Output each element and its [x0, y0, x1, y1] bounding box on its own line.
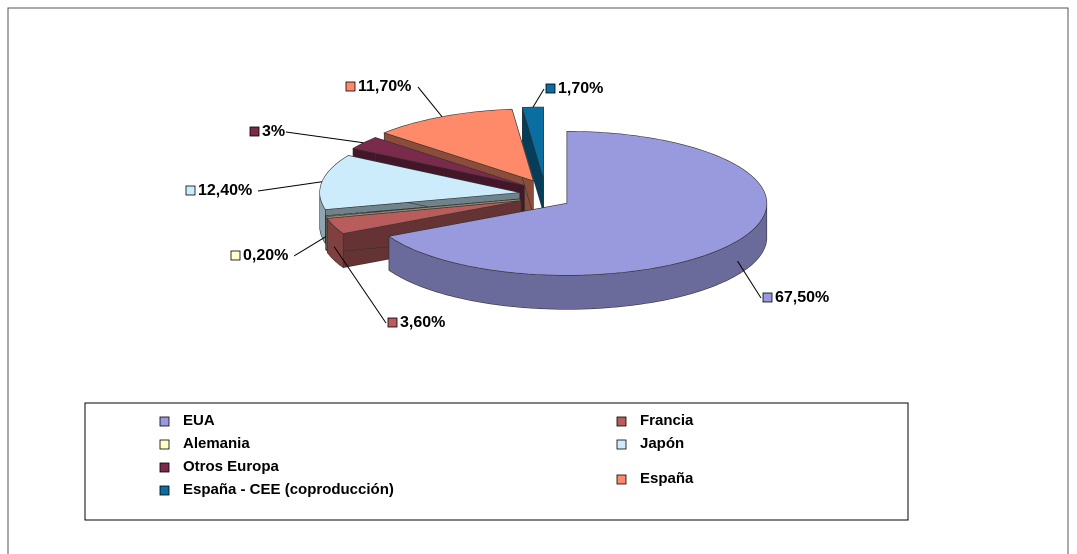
leader-line — [333, 246, 387, 324]
leader-line — [293, 236, 327, 257]
legend-label: España — [640, 470, 694, 487]
data-label: 12,40% — [198, 182, 252, 199]
data-label: 3% — [262, 123, 285, 140]
slice — [521, 106, 544, 214]
slice-top — [325, 198, 521, 217]
slice-top — [388, 131, 768, 276]
data-label: 0,20% — [243, 247, 288, 264]
leader-line — [737, 260, 762, 299]
slice-top — [319, 155, 520, 210]
leader-line — [417, 86, 443, 118]
label-swatch — [345, 81, 356, 92]
legend-swatch — [159, 462, 170, 473]
legend-label: Otros Europa — [183, 458, 280, 475]
slice-top — [383, 108, 534, 182]
legend-label: Japón — [640, 435, 684, 452]
leader-line — [285, 131, 364, 144]
legend-swatch — [159, 485, 170, 496]
slice — [388, 131, 768, 310]
legend-swatch — [159, 439, 170, 450]
legend-swatch — [616, 439, 627, 450]
data-label: 1,70% — [558, 80, 603, 97]
legend-label: EUA — [183, 412, 215, 429]
pie — [319, 106, 768, 310]
label-swatch — [185, 185, 196, 196]
slice-top — [326, 200, 522, 234]
data-label: 3,60% — [400, 314, 445, 331]
label-swatch — [545, 83, 556, 94]
leader-line — [257, 181, 323, 192]
label-swatch — [762, 292, 773, 303]
data-label: 67,50% — [775, 289, 829, 306]
legend-label: España - CEE (coproducción) — [183, 481, 394, 498]
label-swatch — [230, 250, 241, 261]
legend-label: Francia — [640, 412, 694, 429]
slice-side — [325, 215, 327, 251]
label-swatch — [387, 317, 398, 328]
legend-swatch — [616, 474, 627, 485]
legend-box — [84, 402, 909, 521]
legend-swatch — [159, 416, 170, 427]
leader-line — [532, 88, 545, 108]
legend-label: Alemania — [183, 435, 250, 452]
label-swatch — [249, 126, 260, 137]
data-label: 11,70% — [358, 78, 411, 95]
legend-swatch — [616, 416, 627, 427]
